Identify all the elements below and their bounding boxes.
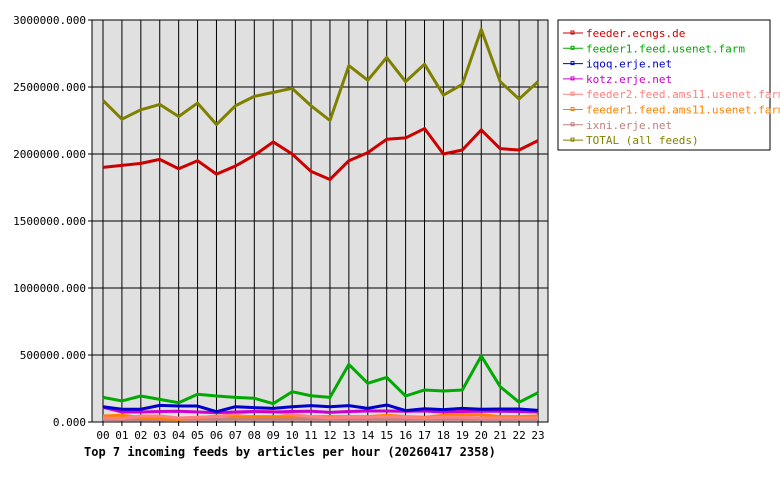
legend-entry: kotz.erje.net (586, 73, 672, 86)
legend-swatch-marker (570, 137, 575, 142)
x-tick-label: 18 (437, 429, 450, 442)
legend-entry: ixni.erje.net (586, 119, 672, 132)
x-tick-label: 11 (304, 429, 317, 442)
x-tick-label: 03 (153, 429, 166, 442)
plot-border (91, 19, 549, 423)
series-line (102, 403, 539, 414)
chart-title: Top 7 incoming feeds by articles per hou… (84, 445, 496, 459)
series-line (102, 405, 539, 415)
x-tick-label: 19 (456, 429, 469, 442)
legend-entry: feeder1.feed.ams11.usenet.farm (586, 104, 780, 117)
legend-swatch-marker (570, 107, 575, 111)
legend-box (557, 19, 771, 151)
series-line (102, 354, 539, 406)
grid (88, 19, 548, 426)
series-line (102, 409, 538, 421)
y-axis: 0.000 500000.000 1000000.000 1500000.000 200… (13, 14, 86, 429)
y-tick-label: 500000.000 (20, 349, 86, 362)
legend-entry: iqoq.erje.net (586, 58, 672, 71)
legend-entry: feeder2.feed.ams11.usenet.farm (586, 88, 780, 101)
series-line (101, 27, 540, 127)
legend-swatch-marker (570, 122, 575, 127)
x-tick-label: 23 (531, 429, 544, 442)
y-tick-label: 2000000.000 (13, 148, 86, 161)
x-tick-label: 10 (286, 429, 299, 442)
legend-swatch-marker (570, 45, 575, 50)
x-tick-label: 12 (323, 429, 336, 442)
x-tick-label: 09 (267, 429, 280, 442)
x-tick-label: 15 (380, 429, 393, 442)
legend-swatch-marker (570, 61, 575, 66)
legend-entry: TOTAL (all feeds) (586, 134, 699, 147)
x-tick-label: 22 (512, 429, 525, 442)
x-tick-label: 14 (361, 429, 375, 442)
x-tick-label: 08 (248, 429, 261, 442)
x-axis: 00 01 02 03 04 05 06 07 08 09 10 11 12 13 14 15 16 17 18 19… (96, 429, 544, 442)
x-tick-label: 01 (115, 429, 128, 442)
y-tick-label: 1000000.000 (13, 282, 86, 295)
x-tick-label: 06 (210, 429, 223, 442)
y-tick-label: 3000000.000 (13, 14, 86, 27)
x-tick-label: 13 (342, 429, 355, 442)
x-tick-label: 02 (134, 429, 147, 442)
legend-swatch-marker (570, 91, 575, 96)
legend-swatch-marker (570, 76, 575, 81)
x-tick-label: 20 (475, 429, 488, 442)
legend-entry: feeder.ecngs.de (586, 27, 685, 40)
series-lines (101, 27, 540, 422)
x-tick-label: 00 (96, 429, 109, 442)
series-line (102, 127, 539, 181)
y-tick-label: 1500000.000 (13, 215, 86, 228)
legend: feeder.ecngs.de feeder1.feed.usenet.farm i… (557, 19, 780, 151)
y-tick-label: 2500000.000 (13, 81, 86, 94)
x-tick-label: 07 (229, 429, 242, 442)
x-tick-label: 04 (172, 429, 186, 442)
y-tick-label: 0.000 (53, 416, 86, 429)
legend-swatch-marker (570, 30, 575, 35)
x-tick-label: 16 (399, 429, 412, 442)
x-tick-label: 05 (191, 429, 204, 442)
x-tick-label: 17 (418, 429, 431, 442)
x-tick-label: 21 (494, 429, 507, 442)
legend-entry: feeder1.feed.usenet.farm (586, 42, 745, 55)
